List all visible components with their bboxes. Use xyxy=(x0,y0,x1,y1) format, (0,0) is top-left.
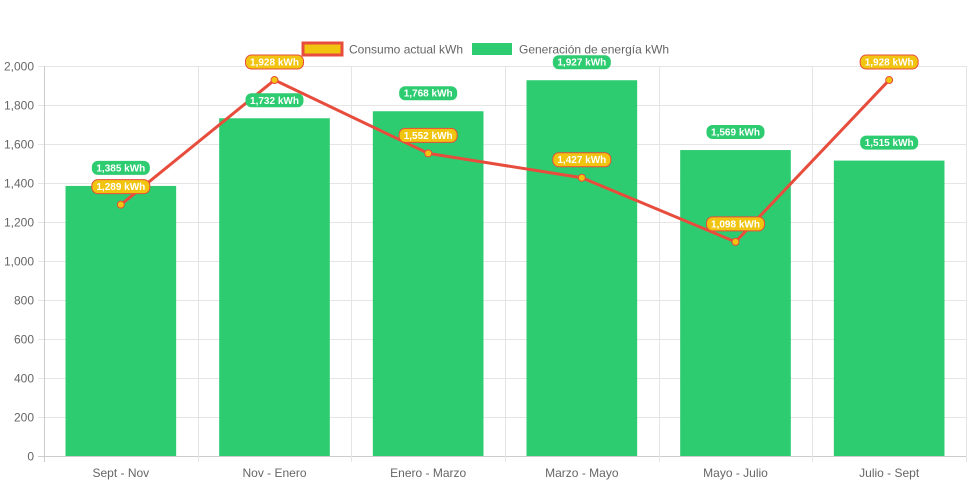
line-point xyxy=(424,149,433,158)
data-label-bg xyxy=(398,127,458,143)
data-label-bg xyxy=(399,86,458,101)
grid: 0 200 400 600 800 1,000 1,200 1,400 1,600 1,800 2,… xyxy=(4,60,967,480)
x-tick-label: Nov - Enero xyxy=(242,466,306,480)
legend[interactable]: Consumo actual kWh Generación de energía … xyxy=(301,41,669,57)
line-point xyxy=(270,76,279,85)
y-tick-label: 1,000 xyxy=(4,255,34,269)
y-tick-label: 600 xyxy=(14,333,34,347)
bar xyxy=(219,118,330,456)
line-point xyxy=(116,200,125,209)
data-label: 1,427 kWh xyxy=(557,155,606,166)
bars xyxy=(65,80,945,457)
data-label: 1,289 kWh xyxy=(96,182,145,193)
y-tick-label: 1,200 xyxy=(4,216,34,230)
x-tick-label: Julio - Sept xyxy=(859,466,920,480)
data-label-bg xyxy=(859,54,919,70)
y-tick-label: 2,000 xyxy=(4,60,34,74)
y-tick-label: 1,400 xyxy=(4,177,34,191)
data-label-bg xyxy=(706,125,765,140)
data-label: 1,732 kWh xyxy=(250,96,299,107)
data-label-bg xyxy=(860,135,919,150)
x-tick-label: Marzo - Mayo xyxy=(545,466,619,480)
data-label: 1,552 kWh xyxy=(404,131,453,142)
data-label: 1,385 kWh xyxy=(96,163,145,174)
data-labels: 1,385 kWh 1,732 kWh 1,768 kWh 1,927 kWh 1,56… xyxy=(91,54,919,232)
y-tick-label: 1,800 xyxy=(4,99,34,113)
y-tick-label: 800 xyxy=(14,294,34,308)
data-label: 1,569 kWh xyxy=(711,128,760,139)
line-point xyxy=(731,237,740,246)
y-tick-label: 1,600 xyxy=(4,138,34,152)
data-label: 1,098 kWh xyxy=(711,219,760,230)
line-point xyxy=(885,76,894,85)
x-tick-label: Sept - Nov xyxy=(92,466,149,480)
x-tick-label: Enero - Marzo xyxy=(390,466,466,480)
data-label-bg xyxy=(91,179,151,195)
data-label-bg xyxy=(706,216,765,232)
data-label: 1,515 kWh xyxy=(865,138,914,149)
data-label: 1,928 kWh xyxy=(865,58,914,69)
y-tick-label: 0 xyxy=(27,450,34,464)
data-label-bg xyxy=(245,54,304,70)
legend-label-consumo: Consumo actual kWh xyxy=(349,43,463,57)
bar xyxy=(372,111,484,457)
line-point xyxy=(577,173,586,182)
bar xyxy=(833,160,945,456)
data-label-bg xyxy=(552,152,612,168)
legend-label-generacion: Generación de energía kWh xyxy=(519,43,669,57)
y-tick-label: 200 xyxy=(14,411,34,425)
data-label-bg xyxy=(245,93,304,108)
legend-swatch-consumo xyxy=(301,41,344,57)
data-label: 1,927 kWh xyxy=(557,58,606,69)
bar xyxy=(680,150,791,457)
bar xyxy=(526,80,638,457)
data-label-bg xyxy=(552,55,611,70)
x-tick-label: Mayo - Julio xyxy=(703,466,768,480)
data-label: 1,928 kWh xyxy=(250,58,299,69)
data-label-bg xyxy=(91,160,150,175)
y-tick-label: 400 xyxy=(14,372,34,386)
bar xyxy=(65,185,177,457)
data-label: 1,768 kWh xyxy=(404,89,453,100)
legend-swatch-generacion xyxy=(472,43,512,55)
